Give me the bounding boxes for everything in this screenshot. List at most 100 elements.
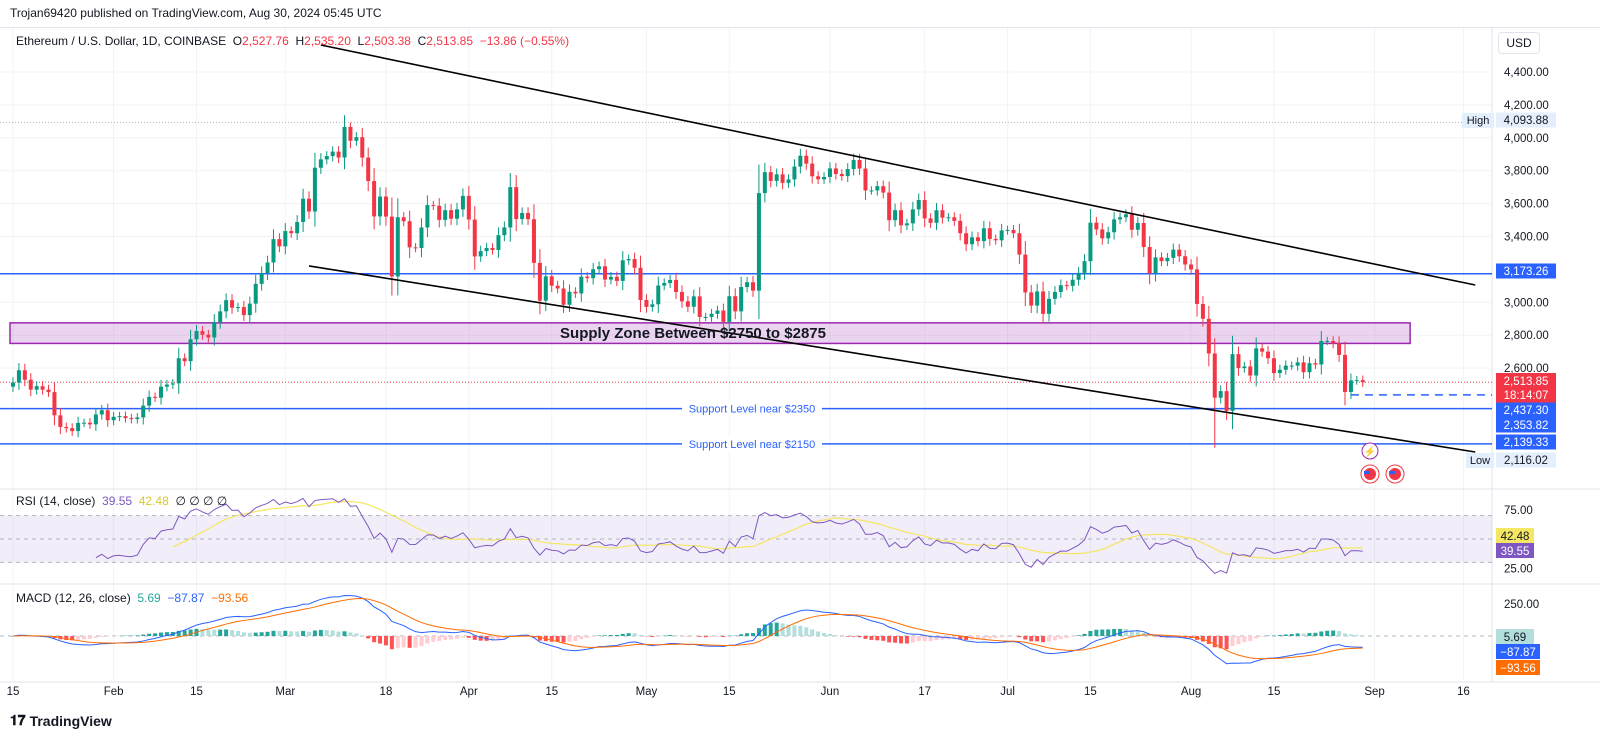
macd-histogram-bar [277,630,282,636]
low-label: L [357,34,365,48]
support-level-label: Support Level near $2350 [689,404,816,416]
candle-body [324,156,329,160]
candle-body [360,137,365,158]
rsi-legend[interactable]: RSI (14, close) 39.55 42.48 ∅ ∅ ∅ ∅ [16,494,227,508]
candle-body [975,237,980,242]
last-price-badge-bg [1496,373,1556,403]
rsi-ma-badge: 42.48 [1501,531,1530,543]
candle-body [1218,391,1223,398]
candle-body [1005,229,1010,231]
candle-body [1029,292,1034,306]
candle-body [478,251,483,257]
macd-histogram-bar [863,636,868,639]
macd-histogram-bar [1200,636,1205,642]
macd-histogram-bar [1064,636,1069,638]
candle-body [543,276,548,301]
macd-histogram-bar [780,623,785,636]
candle-body [336,151,341,158]
candle-body [70,428,75,432]
macd-histogram-bar [715,636,720,637]
candle-body [1313,363,1318,365]
candle-body [283,231,288,247]
currency-button[interactable]: USD [1498,32,1540,54]
macd-legend[interactable]: MACD (12, 26, close) 5.69 −87.87 −93.56 [16,591,248,605]
candle-body [537,262,542,301]
candle-body [265,262,270,274]
macd-histogram-bar [472,636,477,640]
candle-body [46,389,51,393]
macd-histogram-bar [76,636,81,640]
candle-body [591,269,596,279]
tradingview-logo[interactable]: 𝟏𝟕 TradingView [10,712,112,729]
macd-histogram-bar [1041,636,1046,643]
macd-histogram-bar [798,625,803,636]
macd-histogram-bar [1289,633,1294,636]
candle-body [419,227,424,249]
date-tick: 18 [380,686,393,698]
candle-body [762,172,767,194]
candle-body [76,422,81,432]
macd-histogram-bar [449,636,454,640]
macd-histogram-bar [537,636,542,641]
candle-body [816,176,821,180]
candle-body [508,187,513,228]
macd-histogram-bar [721,636,726,638]
candle-body [52,392,57,416]
level-label-bg [682,401,822,416]
candle-body [804,155,809,164]
macd-hist-badge: 5.69 [1504,632,1526,644]
us-flag-icon [1389,471,1395,474]
brand-name: TradingView [29,712,112,729]
candle-body [11,382,15,387]
candle-body [277,239,282,247]
macd-histogram-bar [419,636,424,647]
candle-body [28,379,33,390]
rsi-tick: 25.00 [1504,563,1533,575]
macd-histogram-bar [1307,633,1312,636]
macd-histogram-bar [159,632,163,636]
high-badge-bg [1496,112,1556,128]
candle-body [674,279,679,292]
candle-body [16,370,21,383]
date-tick: Jun [821,686,840,698]
trendline [320,44,1476,286]
macd-histogram-bar [437,636,442,642]
macd-histogram-bar [1076,635,1081,636]
candle-body [1177,249,1182,257]
candle-body [1354,380,1359,382]
candle-body [129,418,134,420]
macd-histogram-bar [176,630,181,636]
supply-zone [9,322,1411,345]
rsi-title: RSI (14, close) [16,494,96,508]
candle-body [745,282,750,288]
macd-histogram-bar [940,636,945,640]
price-tick: 3,600.00 [1504,199,1549,211]
lightning-icon: ⚡ [1364,445,1376,458]
macd-histogram-bar [899,636,903,644]
date-tick: 15 [545,686,558,698]
rsi-value: 39.55 [102,494,133,508]
date-tick: 15 [723,686,736,698]
candle-body [904,223,909,226]
candle-body [1248,366,1253,376]
macd-histogram-bar [703,636,708,638]
candle-body [105,410,110,421]
candle-body [34,386,39,390]
macd-histogram-bar [295,631,300,636]
candle-body [910,209,915,224]
candle-body [58,415,63,427]
candle-body [484,248,489,252]
macd-histogram-bar [1135,630,1140,636]
candle-body [555,285,560,289]
price-tick: 2,600.00 [1504,363,1549,375]
candle-body [1337,343,1342,355]
close-value: 2,513.85 [426,34,474,48]
macd-histogram-bar [999,636,1004,638]
symbol-title[interactable]: Ethereum / U.S. Dollar, 1D, COINBASE [16,34,227,48]
macd-histogram-bar [212,629,217,636]
macd-histogram-bar [822,633,827,636]
macd-histogram-bar [922,636,927,642]
candle-body [798,155,803,167]
macd-histogram-bar [82,636,87,640]
